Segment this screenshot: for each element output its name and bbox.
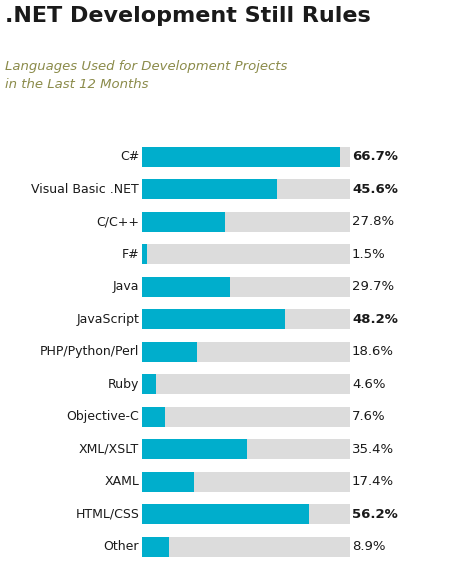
Text: HTML/CSS: HTML/CSS xyxy=(75,508,139,521)
Text: 35.4%: 35.4% xyxy=(352,443,394,456)
Text: XML/XSLT: XML/XSLT xyxy=(79,443,139,456)
Text: XAML: XAML xyxy=(104,475,139,488)
Bar xyxy=(142,472,350,492)
Text: Visual Basic .NET: Visual Basic .NET xyxy=(31,183,139,196)
Text: 48.2%: 48.2% xyxy=(352,313,398,326)
Bar xyxy=(142,439,247,459)
Bar xyxy=(142,504,350,525)
Bar xyxy=(142,407,165,427)
Text: Ruby: Ruby xyxy=(108,378,139,391)
Text: Languages Used for Development Projects
in the Last 12 Months: Languages Used for Development Projects … xyxy=(5,60,287,91)
Bar xyxy=(142,407,350,427)
Text: 8.9%: 8.9% xyxy=(352,541,385,553)
Text: C/C++: C/C++ xyxy=(96,215,139,228)
Text: 27.8%: 27.8% xyxy=(352,215,394,228)
Bar xyxy=(142,244,146,264)
Text: 7.6%: 7.6% xyxy=(352,410,385,423)
Bar xyxy=(142,212,350,232)
Text: .NET Development Still Rules: .NET Development Still Rules xyxy=(5,6,371,26)
Bar xyxy=(142,212,225,232)
Bar xyxy=(142,341,197,362)
Bar xyxy=(142,341,350,362)
Text: C#: C# xyxy=(120,150,139,163)
Text: F#: F# xyxy=(122,248,139,261)
Text: 1.5%: 1.5% xyxy=(352,248,386,261)
Text: JavaScript: JavaScript xyxy=(76,313,139,326)
Bar xyxy=(142,504,309,525)
Bar xyxy=(142,277,230,297)
Bar xyxy=(142,439,350,459)
Bar xyxy=(142,309,285,329)
Bar xyxy=(142,537,350,557)
Bar xyxy=(142,277,350,297)
Text: 17.4%: 17.4% xyxy=(352,475,394,488)
Bar xyxy=(142,537,169,557)
Bar xyxy=(142,374,350,394)
Text: 18.6%: 18.6% xyxy=(352,345,394,358)
Bar xyxy=(142,179,277,200)
Bar xyxy=(142,374,156,394)
Text: 66.7%: 66.7% xyxy=(352,150,398,163)
Bar xyxy=(142,146,350,167)
Text: 45.6%: 45.6% xyxy=(352,183,398,196)
Bar xyxy=(142,472,194,492)
Text: 4.6%: 4.6% xyxy=(352,378,385,391)
Text: Objective-C: Objective-C xyxy=(66,410,139,423)
Bar xyxy=(142,146,340,167)
Text: 29.7%: 29.7% xyxy=(352,280,394,293)
Bar xyxy=(142,309,350,329)
Bar xyxy=(142,244,350,264)
Text: Java: Java xyxy=(113,280,139,293)
Text: 56.2%: 56.2% xyxy=(352,508,398,521)
Text: PHP/Python/Perl: PHP/Python/Perl xyxy=(40,345,139,358)
Bar xyxy=(142,179,350,200)
Text: Other: Other xyxy=(104,541,139,553)
